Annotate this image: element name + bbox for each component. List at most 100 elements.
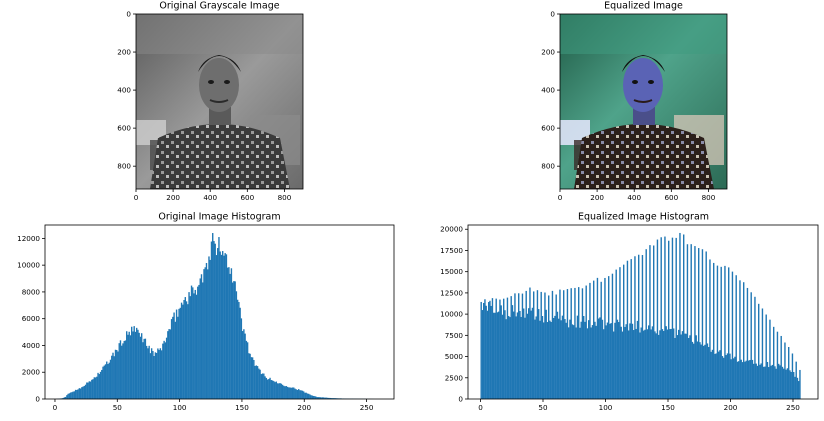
histogram-bar — [540, 291, 542, 399]
histogram-bar — [159, 348, 162, 399]
histogram-bar — [565, 322, 567, 399]
x-tick-label: 0 — [134, 193, 139, 202]
histogram-bar — [78, 388, 81, 399]
histogram-bar — [83, 385, 86, 399]
histogram-bar — [651, 326, 654, 399]
histogram-bar — [102, 366, 104, 399]
image-axes-original: 0 200 400 600 800 0 200 400 600 800 — [117, 10, 291, 203]
histogram-bar — [681, 331, 684, 399]
histogram-bar — [104, 364, 107, 399]
histogram-bar — [549, 320, 551, 399]
histogram-bar — [571, 324, 574, 399]
histogram-bar — [127, 334, 129, 399]
histogram-bar — [629, 323, 631, 399]
histogram-bar — [278, 383, 280, 399]
x-tick-label: 600 — [664, 193, 678, 202]
histogram-bar — [566, 289, 569, 399]
histogram-bar — [310, 395, 312, 399]
histogram-bar — [484, 299, 486, 399]
histogram-bar — [68, 393, 71, 399]
histogram-bar — [746, 287, 749, 399]
y-tick-label: 800 — [541, 162, 555, 171]
histogram-bar — [539, 320, 541, 399]
histogram-bar — [200, 274, 203, 399]
histogram-bar — [523, 308, 525, 399]
histogram-bar — [108, 362, 110, 399]
histogram-original: Original Image Histogram 0 50 100 150 200 250… — [17, 212, 395, 412]
histogram-bar — [178, 308, 180, 399]
histogram-bar — [795, 361, 797, 399]
histogram-bar — [228, 267, 230, 399]
histogram-bar — [679, 232, 681, 399]
histogram-bar — [639, 332, 641, 399]
image-title-original: Original Grayscale Image — [159, 1, 279, 12]
image-equalized — [560, 14, 727, 189]
histogram-bar — [580, 321, 582, 399]
histogram-bar — [209, 259, 211, 399]
histogram-bar — [112, 352, 114, 399]
histogram-bar — [706, 343, 709, 399]
chart-frame-original — [44, 224, 395, 400]
histogram-bar — [245, 340, 248, 399]
histogram-bar — [305, 392, 307, 399]
y-tick-label: 5000 — [445, 352, 464, 361]
y-tick-label: 2000 — [22, 368, 41, 377]
histogram-bar — [661, 329, 664, 399]
histogram-bar — [739, 280, 741, 399]
histogram-bar — [756, 365, 759, 399]
image-axes-equalized: 0 200 400 600 800 0 200 400 600 800 — [541, 10, 715, 203]
image-title-equalized: Equalized Image — [604, 1, 683, 12]
histogram-bar — [147, 348, 149, 399]
histogram-bar — [281, 384, 284, 399]
histogram-bar — [314, 396, 316, 399]
histogram-bar — [690, 244, 692, 399]
histogram-bar — [179, 307, 182, 399]
histogram-bar — [221, 251, 224, 399]
histogram-bar — [606, 322, 609, 399]
histogram-bar — [320, 397, 322, 399]
histogram-bar — [730, 359, 732, 399]
histogram-bar — [504, 310, 506, 399]
histogram-bar — [520, 316, 522, 399]
histogram-bar — [140, 333, 143, 399]
histogram-bar — [779, 365, 781, 399]
histogram-bar — [134, 331, 137, 399]
x-tick-label: 50 — [538, 403, 548, 412]
histogram-bar — [646, 329, 649, 399]
histogram-bar — [177, 316, 179, 399]
histogram-bar — [590, 327, 592, 399]
y-tick-label: 400 — [117, 86, 131, 95]
histogram-bar — [62, 397, 64, 399]
histogram-bar — [231, 282, 234, 399]
histogram-bar — [610, 323, 612, 399]
histogram-bar — [718, 351, 720, 399]
histogram-bar — [781, 366, 784, 399]
histogram-bar — [106, 361, 108, 399]
x-tick-label: 150 — [235, 403, 249, 412]
histogram-bar — [703, 345, 705, 399]
histogram-bar — [288, 387, 290, 399]
histogram-bar — [710, 351, 712, 399]
histogram-bar — [655, 333, 657, 399]
y-tick-label: 0 — [458, 395, 463, 404]
histogram-bar — [274, 382, 276, 399]
histogram-bar — [685, 333, 687, 399]
histogram-bar — [218, 237, 220, 399]
histogram-bar — [755, 363, 757, 399]
histogram-bar — [669, 329, 671, 399]
histogram-bar — [294, 388, 296, 399]
histogram-bar — [233, 281, 235, 399]
histogram-bar — [731, 271, 734, 399]
histogram-bar — [481, 310, 484, 399]
histogram-bar — [575, 327, 577, 399]
histogram-bar — [485, 305, 487, 399]
histogram-bar — [249, 353, 251, 399]
histogram-bar — [738, 361, 740, 399]
histogram-bar — [268, 379, 270, 399]
histogram-bar — [576, 315, 579, 399]
histogram-bar — [588, 320, 590, 399]
histogram-bar — [190, 285, 193, 399]
histogram-bar — [601, 319, 604, 399]
histogram-bar — [631, 323, 634, 399]
histogram-bar — [634, 256, 636, 399]
